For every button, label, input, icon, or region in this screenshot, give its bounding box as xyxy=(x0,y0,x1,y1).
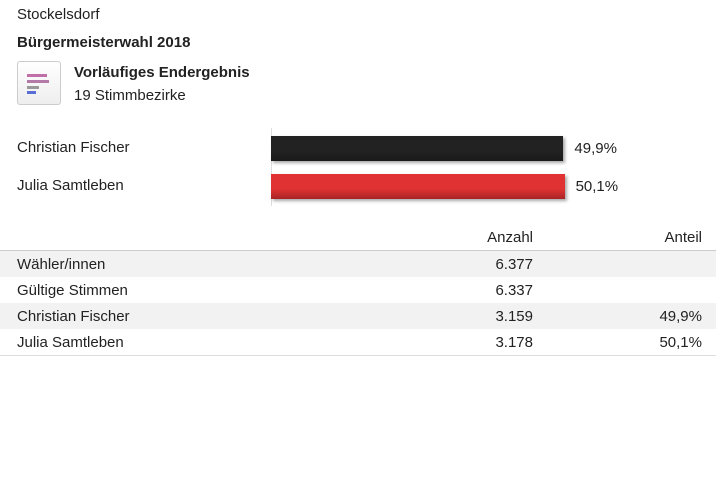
column-header: Anteil xyxy=(664,229,702,246)
table-row: Gültige Stimmen 6.337 xyxy=(0,277,716,304)
value-label: 49,9% xyxy=(574,140,617,157)
bar xyxy=(271,136,564,161)
place: Stockelsdorf xyxy=(17,6,100,23)
axis-line xyxy=(271,128,272,206)
cell: 49,9% xyxy=(659,308,702,325)
status: Vorläufiges Endergebnis xyxy=(74,64,250,81)
candidate-label: Julia Samtleben xyxy=(17,177,124,194)
table-row: Wähler/innen 6.377 xyxy=(0,251,716,278)
column-header: Anzahl xyxy=(487,229,533,246)
table-header: Anzahl Anteil xyxy=(0,224,716,251)
row-label: Wähler/innen xyxy=(17,256,106,273)
row-label: Gültige Stimmen xyxy=(17,282,128,299)
table-row: Julia Samtleben 3.178 50,1% xyxy=(0,329,716,356)
title: Bürgermeisterwahl 2018 xyxy=(17,34,191,51)
cell: 6.377 xyxy=(495,256,533,273)
row-label: Julia Samtleben xyxy=(17,334,124,351)
value-label: 50,1% xyxy=(575,178,619,195)
cell: 50,1% xyxy=(659,334,702,351)
chart-icon xyxy=(17,61,61,105)
cell: 6.337 xyxy=(495,282,533,299)
row-label: Christian Fischer xyxy=(17,308,130,325)
cell: 3.178 xyxy=(495,334,533,351)
bar xyxy=(271,174,565,199)
districts: 19 Stimmbezirke xyxy=(74,87,186,104)
table-row: Christian Fischer 3.159 49,9% xyxy=(0,303,716,330)
cell: 3.159 xyxy=(495,308,533,325)
candidate-label: Christian Fischer xyxy=(17,139,130,156)
